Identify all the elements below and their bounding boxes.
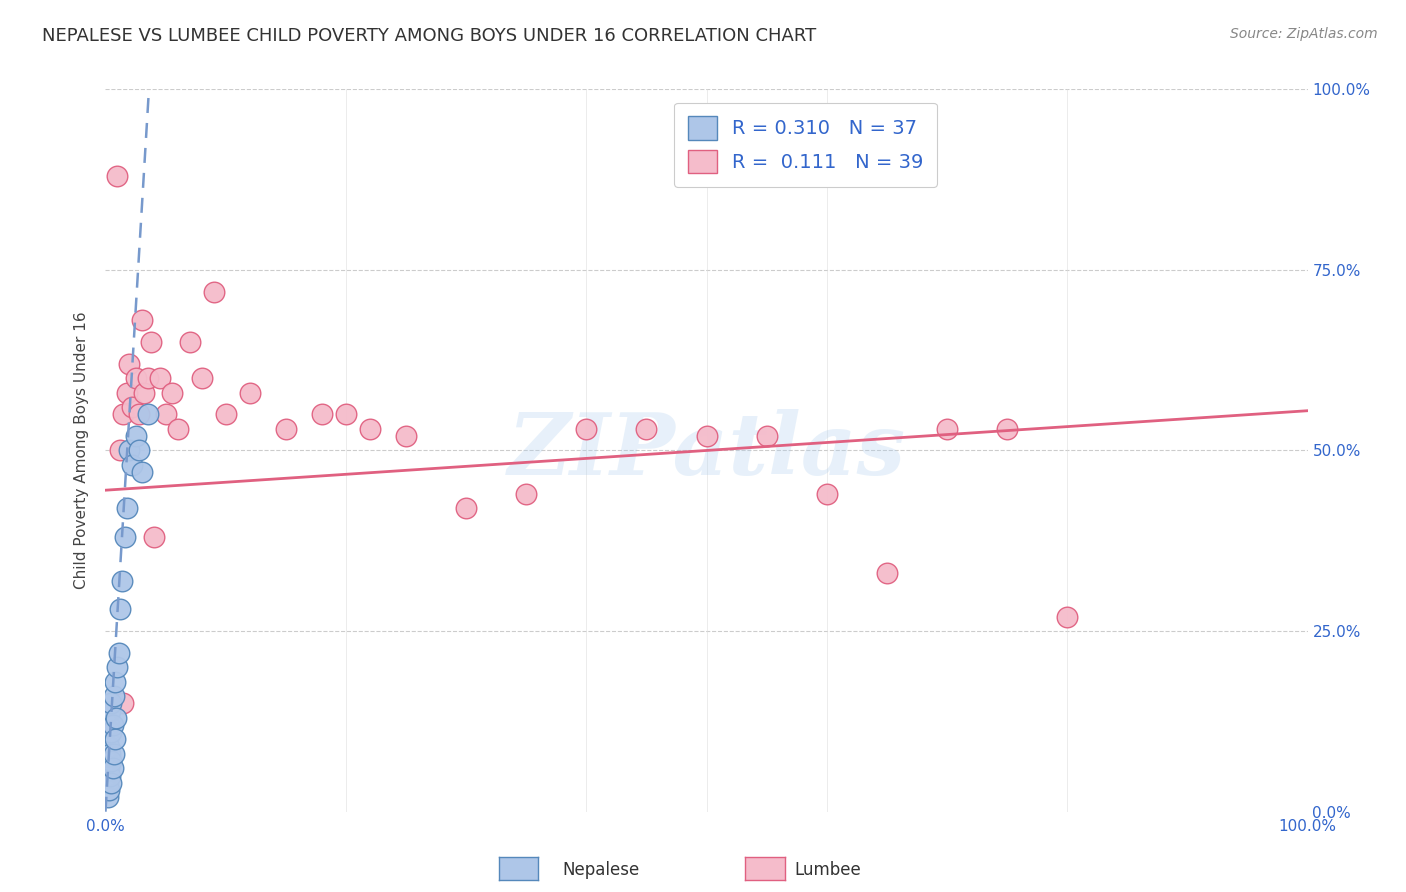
Point (755, 429, 778, 443)
Point (104, 732, 127, 747)
Point (876, 566, 898, 581)
Point (103, 689, 125, 703)
Text: ZIPatlas: ZIPatlas (508, 409, 905, 492)
Point (118, 357, 141, 371)
Point (136, 371, 159, 385)
Point (155, 407, 177, 421)
Point (1056, 609, 1078, 624)
Point (124, 371, 146, 385)
Point (128, 443, 150, 458)
Point (107, 646, 129, 660)
Point (97, 732, 120, 747)
Point (98, 761, 121, 775)
Point (100, 754, 122, 768)
Point (142, 530, 165, 544)
Point (335, 407, 357, 421)
Point (105, 711, 128, 725)
Text: Lumbee: Lumbee (794, 861, 860, 879)
Point (101, 718, 124, 732)
Point (239, 385, 262, 400)
Point (936, 422, 959, 436)
Point (166, 422, 188, 436)
Point (96, 783, 118, 797)
Point (696, 429, 718, 443)
Point (97, 776, 120, 790)
Point (115, 501, 138, 516)
Point (132, 385, 155, 400)
Point (112, 407, 135, 421)
Point (995, 422, 1018, 436)
Point (136, 407, 159, 421)
Point (395, 429, 418, 443)
Point (98, 768, 121, 783)
Point (311, 407, 333, 421)
Y-axis label: Child Poverty Among Boys Under 16: Child Poverty Among Boys Under 16 (75, 311, 90, 590)
Point (115, 385, 138, 400)
Point (148, 371, 170, 385)
Point (108, 602, 131, 616)
Point (160, 385, 183, 400)
Point (131, 465, 153, 479)
Point (515, 487, 537, 501)
Point (100, 776, 122, 790)
Point (128, 407, 150, 421)
Point (454, 501, 477, 516)
Point (359, 422, 381, 436)
Point (202, 285, 225, 299)
Point (815, 487, 838, 501)
Point (214, 407, 236, 421)
Point (107, 660, 129, 674)
Point (190, 371, 212, 385)
Point (636, 422, 658, 436)
Point (96, 747, 118, 761)
Text: Source: ZipAtlas.com: Source: ZipAtlas.com (1230, 27, 1378, 41)
Point (139, 334, 162, 349)
Point (98, 747, 121, 761)
Point (108, 443, 131, 458)
Point (107, 169, 129, 183)
Point (98, 783, 121, 797)
Point (101, 761, 124, 775)
Point (103, 747, 125, 761)
Point (98, 739, 121, 754)
Point (111, 574, 134, 588)
Point (98, 704, 121, 718)
Point (131, 313, 153, 327)
Text: Nepalese: Nepalese (562, 861, 640, 879)
Point (274, 422, 297, 436)
Point (100, 696, 122, 710)
Point (179, 334, 201, 349)
Point (100, 725, 122, 739)
Point (121, 458, 143, 472)
Point (104, 674, 127, 689)
Point (114, 530, 136, 544)
Point (124, 429, 146, 443)
Point (112, 696, 135, 710)
Point (121, 400, 143, 414)
Point (98, 718, 121, 732)
Text: NEPALESE VS LUMBEE CHILD POVERTY AMONG BOYS UNDER 16 CORRELATION CHART: NEPALESE VS LUMBEE CHILD POVERTY AMONG B… (42, 27, 817, 45)
Point (96, 768, 118, 783)
Legend: R = 0.310   N = 37, R =  0.111   N = 39: R = 0.310 N = 37, R = 0.111 N = 39 (673, 103, 938, 187)
Point (575, 422, 598, 436)
Point (97, 754, 120, 768)
Point (97, 790, 120, 805)
Point (118, 443, 141, 458)
